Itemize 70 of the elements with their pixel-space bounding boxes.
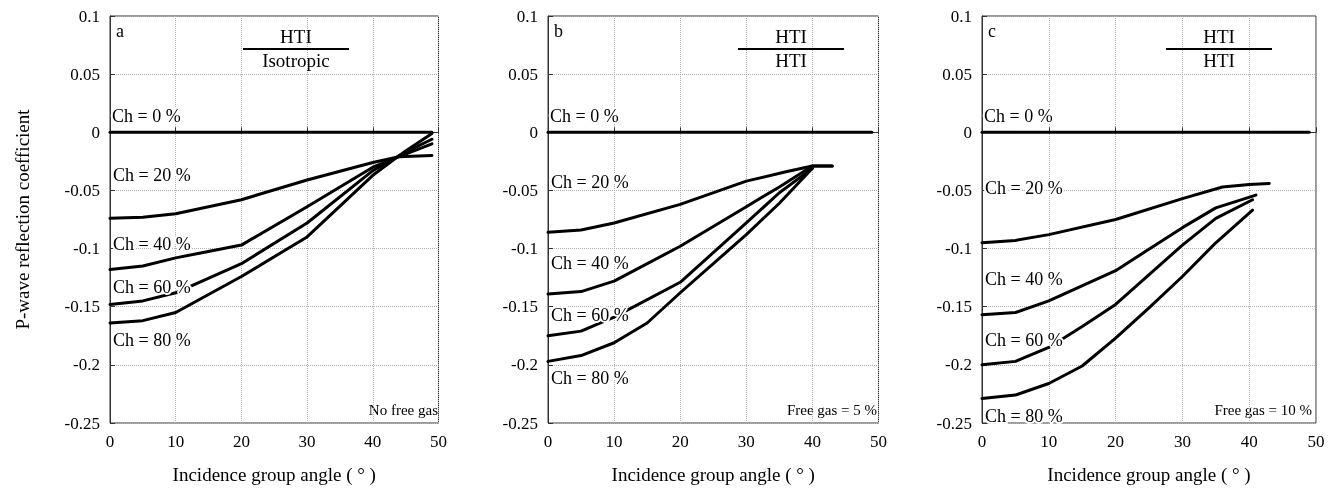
series-label: Ch = 40 % (985, 268, 1063, 289)
y-tick-label: -0.25 (64, 413, 100, 433)
x-tick-label: 30 (1173, 432, 1191, 451)
annotation: c (988, 21, 996, 41)
y-tick-label: 0.1 (516, 6, 538, 26)
series-label: Ch = 80 % (551, 368, 629, 389)
x-axis-title: Incidence group angle ( ° ) (611, 464, 815, 486)
y-tick-label: 0.1 (78, 6, 100, 26)
x-tick-label: 40 (1240, 432, 1258, 451)
x-tick-label: 50 (430, 432, 447, 451)
y-tick-label: -0.05 (936, 180, 972, 200)
y-tick-label: -0.15 (64, 297, 100, 317)
series-label: Ch = 40 % (113, 233, 191, 254)
x-tick-label: 10 (605, 432, 623, 451)
x-tick-label: 20 (671, 432, 689, 451)
series-label: Ch = 20 % (551, 172, 629, 193)
series-label: Ch = 0 % (984, 106, 1053, 127)
annotation: HTI (774, 26, 808, 48)
x-axis-title: Incidence group angle ( ° ) (172, 464, 376, 486)
x-tick-label: 40 (364, 432, 382, 451)
annotation: No free gas (368, 401, 439, 418)
x-tick-label: 50 (870, 432, 887, 451)
annotation: a (116, 21, 124, 41)
x-tick-label: 0 (977, 432, 987, 451)
annotation: Isotropic (261, 49, 331, 72)
x-axis-title: Incidence group angle ( ° ) (1047, 464, 1251, 486)
annotation: HTI (774, 49, 808, 72)
series-label: Ch = 40 % (551, 253, 629, 274)
y-tick-label: 0 (91, 122, 100, 142)
y-tick-label: 0.05 (70, 64, 100, 84)
y-tick-label: -0.05 (64, 180, 100, 200)
y-tick-label: 0 (963, 122, 972, 142)
annotation: Free gas = 5 % (786, 401, 877, 418)
y-tick-label: -0.15 (936, 297, 972, 317)
x-tick-label: 20 (232, 432, 250, 451)
series-label: Ch = 0 % (550, 106, 619, 127)
y-tick-label: -0.2 (73, 355, 100, 375)
series-label: Ch = 80 % (985, 405, 1063, 426)
x-tick-label: 0 (543, 432, 553, 451)
annotation: HTI (1202, 26, 1236, 48)
series-label: Ch = 0 % (112, 106, 181, 127)
x-tick-label: 20 (1107, 432, 1125, 451)
x-tick-label: 10 (1040, 432, 1058, 451)
y-tick-label: 0.1 (950, 6, 972, 26)
x-tick-label: 10 (167, 432, 185, 451)
x-tick-label: 0 (105, 432, 115, 451)
y-tick-label: -0.25 (936, 413, 972, 433)
y-tick-label: 0.05 (508, 64, 538, 84)
annotation: HTI (1202, 49, 1236, 72)
y-tick-label: 0 (529, 122, 538, 142)
annotation: Free gas = 10 % (1214, 401, 1312, 418)
series-label: Ch = 20 % (985, 177, 1063, 198)
annotation: HTI (279, 26, 313, 48)
x-tick-label: 30 (298, 432, 316, 451)
x-tick-label: 30 (737, 432, 755, 451)
y-tick-label: -0.2 (945, 355, 972, 375)
y-tick-label: -0.2 (511, 355, 538, 375)
annotation: b (554, 21, 563, 41)
y-tick-label: 0.05 (942, 64, 972, 84)
y-tick-label: -0.15 (502, 297, 538, 317)
y-axis-title: P-wave reflection coefficient (12, 108, 33, 330)
y-tick-label: -0.1 (511, 239, 538, 259)
x-tick-label: 40 (803, 432, 821, 451)
series-label: Ch = 80 % (113, 329, 191, 350)
y-tick-label: -0.05 (502, 180, 538, 200)
y-tick-label: -0.25 (502, 413, 538, 433)
y-tick-label: -0.1 (73, 239, 100, 259)
series-label: Ch = 20 % (113, 165, 191, 186)
x-tick-label: 50 (1307, 432, 1325, 451)
y-tick-label: -0.1 (945, 239, 972, 259)
